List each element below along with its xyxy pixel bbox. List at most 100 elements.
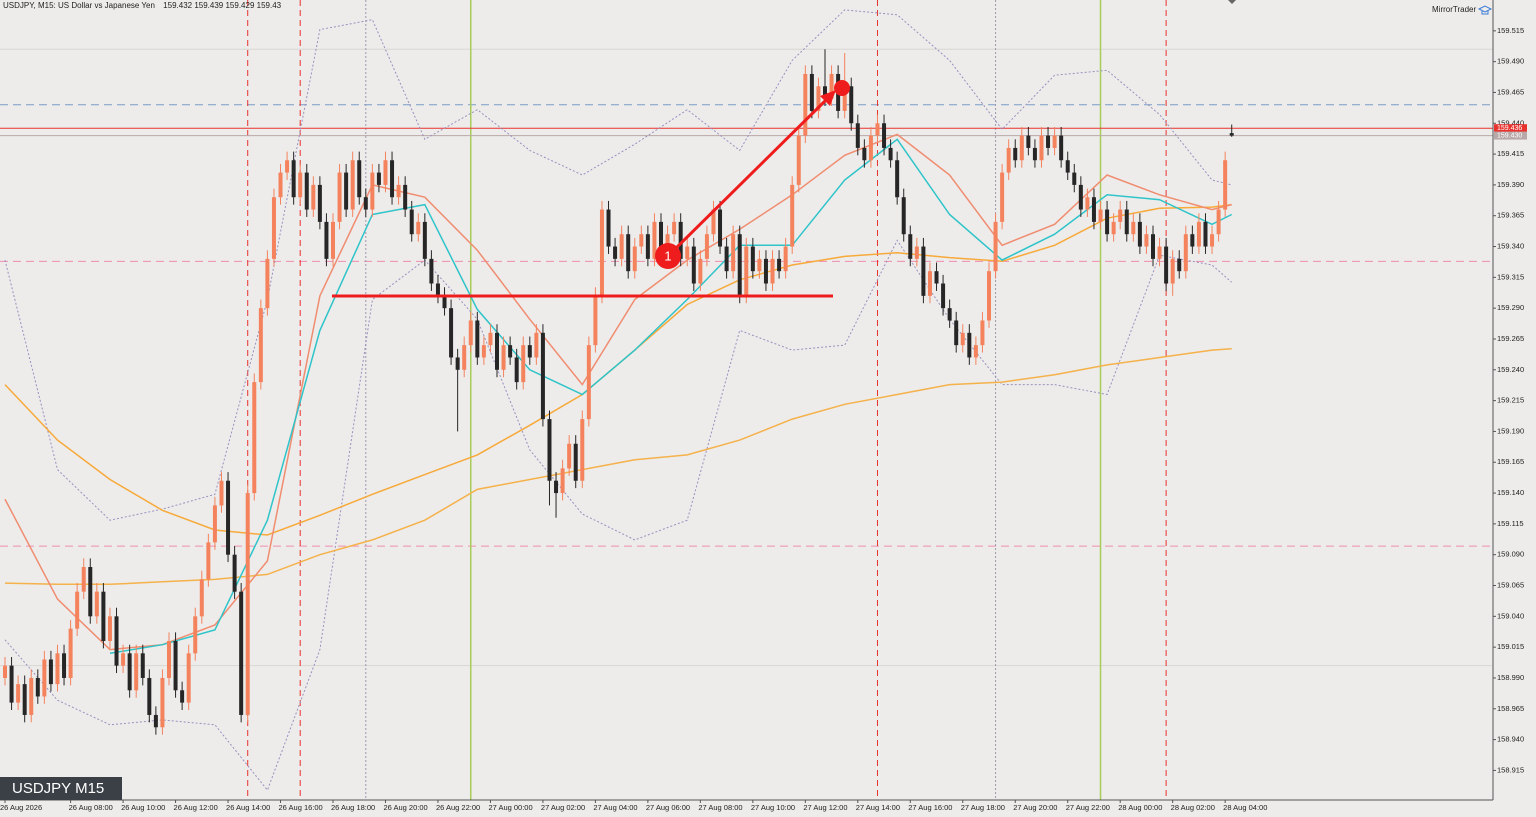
brand-label: MirrorTrader (1432, 5, 1476, 14)
indicator-line (109, 138, 1233, 655)
candle-body (672, 221, 677, 235)
candle-body (226, 480, 231, 555)
candle-body (829, 73, 834, 99)
y-tick-label: 159.340 (1497, 242, 1524, 251)
y-tick-label: 159.390 (1497, 180, 1524, 189)
candle-body (678, 221, 683, 259)
candle-body (1098, 209, 1103, 222)
candle-body (245, 493, 250, 715)
marker-label: 1 (664, 248, 671, 263)
candle-body (1216, 209, 1221, 235)
candle-body (252, 382, 257, 494)
candle-body (718, 209, 723, 247)
candle-body (803, 73, 808, 136)
x-tick-label: 26 Aug 08:00 (69, 803, 113, 812)
candle-body (16, 684, 21, 703)
candle-body (1000, 172, 1005, 222)
brand-icon (1477, 5, 1493, 15)
price-label: 159.436 (1497, 125, 1522, 132)
x-tick-label: 27 Aug 18:00 (961, 803, 1005, 812)
candle-body (1170, 258, 1175, 284)
candle-body (580, 419, 585, 481)
candle-body (232, 554, 237, 592)
candle-body (967, 332, 972, 358)
candle-body (901, 197, 906, 235)
candle-body (796, 135, 801, 185)
open-price: 159.432 (163, 1, 192, 10)
candle-body (1131, 221, 1136, 235)
candle-body (1105, 209, 1110, 235)
candle-body (22, 684, 27, 715)
candle-body (993, 221, 998, 272)
candle-body (567, 443, 572, 469)
x-tick-label: 26 Aug 12:00 (174, 803, 218, 812)
candle-body (134, 653, 139, 691)
candle-body (29, 677, 34, 715)
candle-body (62, 653, 67, 678)
x-tick-label: 27 Aug 16:00 (908, 803, 952, 812)
y-tick-label: 159.090 (1497, 550, 1524, 559)
candle-body (540, 332, 545, 420)
candle-body (88, 567, 93, 617)
shift-marker (1228, 0, 1236, 4)
candle-body (1052, 135, 1057, 148)
candle-body (711, 209, 716, 235)
candle-body (1091, 197, 1096, 222)
candle-body (344, 172, 349, 210)
candle-body (941, 283, 946, 309)
candle-body (645, 234, 650, 259)
candle-body (1019, 135, 1024, 161)
candle-body (390, 160, 395, 198)
high-price: 159.439 (194, 1, 223, 10)
candle-body (954, 320, 959, 346)
candle-body (285, 160, 290, 173)
candle-body (1151, 234, 1155, 259)
candle-body (153, 714, 158, 728)
candle-body (947, 308, 952, 321)
candle-body (1078, 184, 1083, 210)
candle-body (527, 345, 532, 358)
y-tick-label: 159.115 (1497, 519, 1524, 528)
x-tick-label: 28 Aug 02:00 (1171, 803, 1215, 812)
candle-body (698, 258, 703, 284)
candle-body (258, 308, 263, 383)
candle-body (199, 579, 204, 617)
candle-body (842, 86, 847, 111)
y-tick-label: 159.140 (1497, 488, 1524, 497)
candle-body (921, 246, 926, 296)
candle-body (908, 234, 913, 259)
candle-body (409, 209, 414, 235)
candle-body (934, 271, 939, 284)
x-tick-label: 27 Aug 04:00 (593, 803, 637, 812)
candle-body (593, 295, 598, 346)
candle-body (1118, 209, 1123, 222)
candle-body (521, 345, 526, 383)
candle-body (317, 184, 322, 222)
candle-body (422, 221, 427, 259)
candle-body (724, 246, 729, 272)
candle-body (3, 665, 7, 678)
y-tick-label: 159.315 (1497, 272, 1524, 281)
low-price: 159.429 (225, 1, 254, 10)
x-tick-label: 27 Aug 10:00 (751, 803, 795, 812)
candle-body (121, 653, 126, 666)
candle-body (495, 332, 499, 370)
candle-body (383, 160, 388, 185)
trend-arrow (666, 98, 828, 258)
price-label-box (1494, 131, 1527, 140)
candle-body (304, 172, 309, 210)
candle-body (416, 221, 421, 235)
candle-body (193, 616, 198, 654)
indicator-line (4, 348, 1232, 586)
candle-body (659, 221, 663, 247)
candle-body (278, 172, 283, 198)
candle-body (632, 246, 637, 272)
x-tick-label: 28 Aug 00:00 (1118, 803, 1162, 812)
candle-body (731, 234, 736, 272)
candle-body (147, 677, 152, 715)
candle-body (1177, 258, 1182, 272)
candle-body (455, 357, 460, 370)
y-tick-label: 159.190 (1497, 426, 1524, 435)
candle-body (180, 690, 185, 703)
